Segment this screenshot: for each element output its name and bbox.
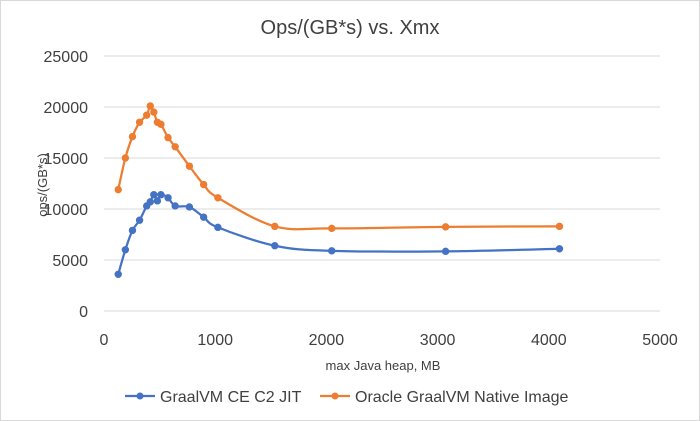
data-point-1-2 (128, 132, 137, 141)
data-point-0-8 (157, 191, 165, 199)
data-point-0-0 (114, 270, 122, 278)
data-point-0-11 (185, 203, 194, 211)
series-layer (114, 102, 564, 278)
data-point-1-11 (185, 162, 194, 170)
data-point-1-15 (328, 224, 336, 233)
legend-label-graalvm-ce: GraalVM CE C2 JIT (160, 389, 302, 406)
data-point-1-5 (146, 102, 154, 110)
data-point-1-6 (150, 108, 158, 116)
data-point-0-14 (271, 242, 279, 250)
x-axis-label: max Java heap, MB (326, 358, 441, 373)
y-tick-label: 0 (79, 304, 88, 321)
data-point-1-9 (164, 133, 172, 142)
data-point-0-12 (199, 213, 208, 221)
x-tick-label: 4000 (531, 332, 567, 349)
x-tick-label: 0 (100, 332, 109, 349)
data-point-0-5 (146, 198, 154, 206)
data-point-0-6 (150, 191, 158, 199)
legend-label-oracle-native: Oracle GraalVM Native Image (355, 389, 569, 406)
y-tick-label: 15000 (44, 151, 89, 168)
data-point-0-9 (164, 194, 172, 202)
data-point-1-8 (157, 120, 165, 129)
series-line-0 (117, 193, 560, 275)
gridlines (104, 55, 660, 312)
y-tick-label: 10000 (44, 202, 89, 219)
data-point-1-16 (441, 223, 450, 231)
legend-item-graalvm-ce: GraalVM CE C2 JIT (125, 389, 302, 406)
chart-title: Ops/(GB*s) vs. Xmx (261, 17, 440, 39)
x-tick-label: 5000 (642, 332, 678, 349)
data-point-1-0 (114, 185, 122, 194)
data-point-0-1 (121, 246, 130, 254)
data-point-0-15 (328, 247, 336, 255)
data-point-1-3 (135, 118, 144, 127)
data-point-1-10 (171, 143, 179, 151)
data-point-1-14 (271, 222, 279, 231)
legend-marker-oracle-native (331, 392, 339, 400)
series-line-1 (117, 104, 560, 231)
y-tick-label: 20000 (44, 100, 89, 117)
data-point-1-17 (555, 222, 564, 231)
legend: GraalVM CE C2 JIT Oracle GraalVM Native … (125, 389, 569, 406)
y-tick-label: 25000 (44, 49, 89, 66)
data-point-0-3 (135, 216, 144, 224)
data-point-1-1 (121, 154, 130, 162)
y-tick-label: 5000 (52, 253, 88, 270)
series-1 (114, 102, 564, 233)
y-axis-ticks: 0 5000 10000 15000 20000 25000 (44, 49, 89, 321)
data-point-0-17 (555, 245, 564, 253)
legend-marker-graalvm-ce (136, 392, 144, 400)
y-axis-label: ops/(GB*s) (35, 153, 50, 217)
data-point-1-4 (143, 111, 151, 119)
data-point-0-7 (153, 197, 162, 205)
x-axis-ticks: 0 1000 2000 3000 4000 5000 (100, 332, 678, 349)
series-0 (114, 191, 564, 278)
data-point-0-10 (171, 202, 179, 210)
data-point-1-12 (199, 180, 208, 189)
data-point-0-16 (441, 247, 450, 256)
data-point-0-2 (128, 226, 137, 235)
legend-item-oracle-native: Oracle GraalVM Native Image (320, 389, 569, 406)
x-tick-label: 2000 (309, 332, 345, 349)
x-tick-label: 3000 (420, 332, 456, 349)
data-point-1-13 (214, 194, 222, 202)
x-tick-label: 1000 (197, 332, 233, 349)
data-point-0-13 (214, 223, 222, 232)
